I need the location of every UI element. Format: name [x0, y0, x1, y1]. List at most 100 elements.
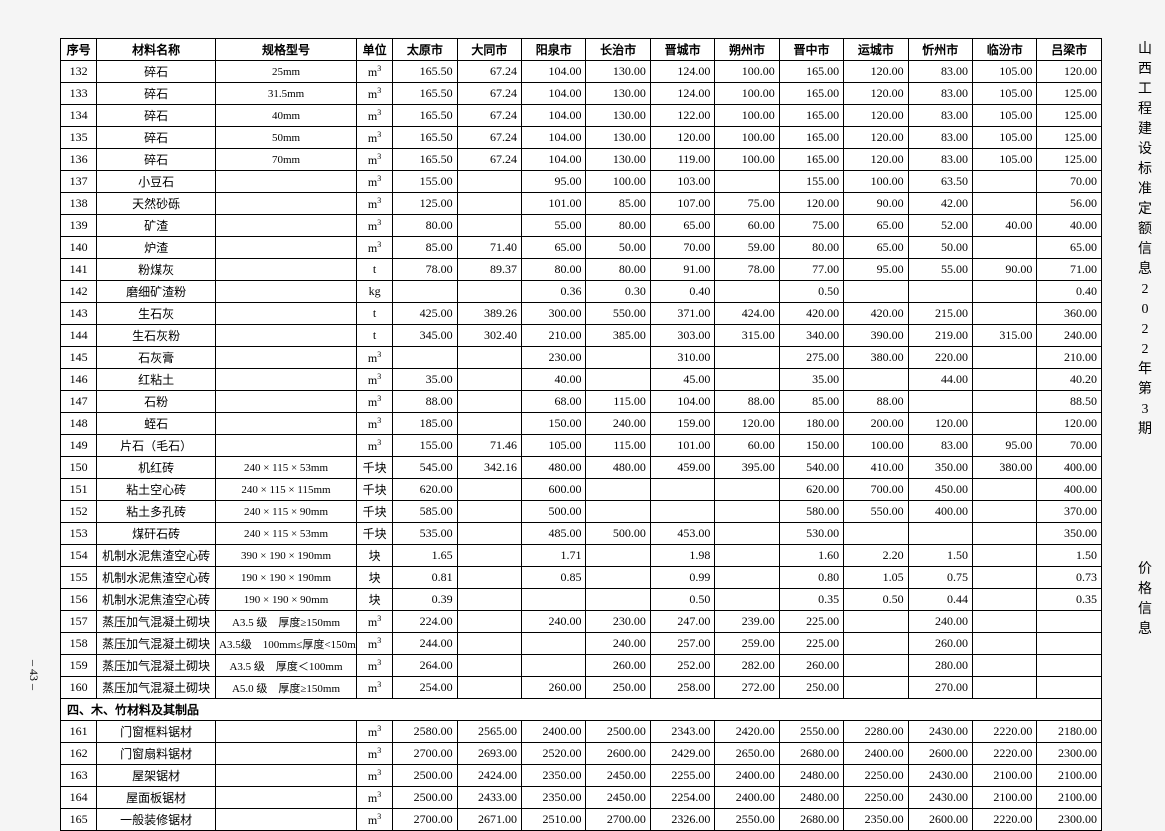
value-cell: [715, 567, 779, 589]
spec-cell: 40mm: [216, 105, 357, 127]
value-cell: 35.00: [393, 369, 457, 391]
spec-cell: 240 × 115 × 115mm: [216, 479, 357, 501]
value-cell: 104.00: [522, 105, 586, 127]
value-cell: [715, 523, 779, 545]
table-row: 153煤矸石砖240 × 115 × 53mm千块535.00485.00500…: [61, 523, 1102, 545]
value-cell: 80.00: [779, 237, 843, 259]
table-row: 140炉渣m385.0071.4065.0050.0070.0059.0080.…: [61, 237, 1102, 259]
value-cell: 67.24: [457, 149, 521, 171]
value-cell: 65.00: [522, 237, 586, 259]
value-cell: 400.00: [1037, 479, 1102, 501]
value-cell: 90.00: [973, 259, 1037, 281]
value-cell: 0.81: [393, 567, 457, 589]
value-cell: [650, 479, 714, 501]
idx-cell: 157: [61, 611, 97, 633]
value-cell: 2100.00: [973, 765, 1037, 787]
value-cell: 180.00: [779, 413, 843, 435]
value-cell: [586, 545, 650, 567]
value-cell: 40.00: [973, 215, 1037, 237]
value-cell: 104.00: [522, 149, 586, 171]
value-cell: 530.00: [779, 523, 843, 545]
unit-cell: m3: [356, 765, 392, 787]
idx-cell: 140: [61, 237, 97, 259]
unit-cell: m3: [356, 369, 392, 391]
value-cell: 0.36: [522, 281, 586, 303]
value-cell: 424.00: [715, 303, 779, 325]
material-price-table: 序号材料名称规格型号单位太原市大同市阳泉市长治市晋城市朔州市晋中市运城市忻州市临…: [60, 38, 1102, 831]
value-cell: 250.00: [586, 677, 650, 699]
value-cell: 120.00: [1037, 61, 1102, 83]
value-cell: 2480.00: [779, 787, 843, 809]
value-cell: 371.00: [650, 303, 714, 325]
name-cell: 片石（毛石）: [97, 435, 216, 457]
value-cell: 83.00: [908, 435, 972, 457]
value-cell: 71.46: [457, 435, 521, 457]
value-cell: 120.00: [650, 127, 714, 149]
value-cell: [908, 391, 972, 413]
value-cell: 125.00: [1037, 83, 1102, 105]
value-cell: 2326.00: [650, 809, 714, 831]
value-cell: [1037, 611, 1102, 633]
value-cell: 2480.00: [779, 765, 843, 787]
value-cell: [844, 655, 908, 677]
value-cell: 2550.00: [715, 809, 779, 831]
col-header: 晋城市: [650, 39, 714, 61]
unit-cell: m3: [356, 413, 392, 435]
spec-cell: 31.5mm: [216, 83, 357, 105]
table-row: 137小豆石m3155.0095.00100.00103.00155.00100…: [61, 171, 1102, 193]
value-cell: 52.00: [908, 215, 972, 237]
name-cell: 小豆石: [97, 171, 216, 193]
idx-cell: 159: [61, 655, 97, 677]
unit-cell: m3: [356, 149, 392, 171]
value-cell: 120.00: [844, 127, 908, 149]
value-cell: 240.00: [1037, 325, 1102, 347]
value-cell: 2600.00: [586, 743, 650, 765]
value-cell: [457, 413, 521, 435]
value-cell: [715, 171, 779, 193]
value-cell: 40.20: [1037, 369, 1102, 391]
value-cell: 165.00: [779, 149, 843, 171]
value-cell: 104.00: [522, 61, 586, 83]
value-cell: 500.00: [522, 501, 586, 523]
spec-cell: [216, 325, 357, 347]
value-cell: 165.00: [779, 127, 843, 149]
value-cell: 2.20: [844, 545, 908, 567]
value-cell: 105.00: [973, 83, 1037, 105]
value-cell: 450.00: [908, 479, 972, 501]
value-cell: [457, 545, 521, 567]
page-number: – 43 –: [26, 660, 41, 690]
value-cell: 0.75: [908, 567, 972, 589]
value-cell: 244.00: [393, 633, 457, 655]
value-cell: 120.00: [1037, 413, 1102, 435]
value-cell: 44.00: [908, 369, 972, 391]
value-cell: 0.35: [1037, 589, 1102, 611]
value-cell: 2100.00: [1037, 787, 1102, 809]
value-cell: 165.00: [779, 83, 843, 105]
value-cell: 2680.00: [779, 809, 843, 831]
value-cell: [973, 501, 1037, 523]
value-cell: 150.00: [522, 413, 586, 435]
value-cell: 89.37: [457, 259, 521, 281]
value-cell: 0.73: [1037, 567, 1102, 589]
value-cell: 65.00: [1037, 237, 1102, 259]
value-cell: 83.00: [908, 105, 972, 127]
spec-cell: [216, 391, 357, 413]
value-cell: 80.00: [522, 259, 586, 281]
value-cell: 2700.00: [586, 809, 650, 831]
name-cell: 石灰膏: [97, 347, 216, 369]
value-cell: 2350.00: [844, 809, 908, 831]
spec-cell: 190 × 190 × 90mm: [216, 589, 357, 611]
name-cell: 红粘土: [97, 369, 216, 391]
value-cell: 88.00: [844, 391, 908, 413]
value-cell: 389.26: [457, 303, 521, 325]
value-cell: 56.00: [1037, 193, 1102, 215]
spec-cell: 240 × 115 × 90mm: [216, 501, 357, 523]
value-cell: 78.00: [393, 259, 457, 281]
spec-cell: [216, 347, 357, 369]
idx-cell: 138: [61, 193, 97, 215]
value-cell: 100.00: [586, 171, 650, 193]
value-cell: 2400.00: [715, 787, 779, 809]
value-cell: [586, 567, 650, 589]
value-cell: 260.00: [586, 655, 650, 677]
col-header: 规格型号: [216, 39, 357, 61]
